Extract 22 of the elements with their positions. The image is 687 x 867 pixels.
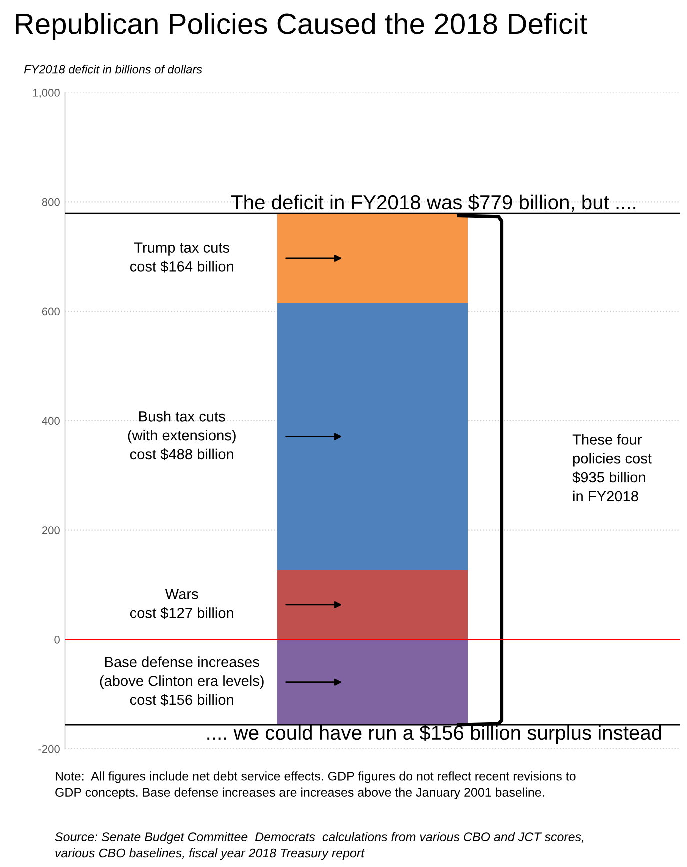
bar	[277, 640, 468, 726]
bar	[277, 303, 468, 570]
y-tick-label: -200	[38, 745, 60, 754]
y-tick-label: 400	[42, 417, 60, 426]
y-tick-label: 600	[42, 308, 60, 316]
annotation: These four policies cost $935 billion in FY2018	[572, 434, 652, 502]
text: Note: All figures include net debt service effects. GDP figures do not reflect recent revisions to GDP concepts. Base defense increases are increases above the January 2001 baseline.	[56, 772, 576, 800]
ref-line-label: .... we could have run a $156 billion surplus instead	[208, 725, 662, 744]
bar	[277, 570, 468, 640]
chart-subtitle: FY2018 deficit in billions of dollars	[24, 65, 202, 74]
annotation: Trump tax cuts cost $164 billion	[130, 242, 234, 273]
y-tick-label: 200	[42, 526, 60, 534]
annotation: Base defense increases (above Clinton era levels) cost $156 billion	[100, 656, 264, 706]
bar	[277, 214, 468, 304]
ref-line-label: The deficit in FY2018 was $779 billion, but ....	[231, 194, 636, 212]
annotation: Wars cost $127 billion	[130, 589, 234, 620]
y-tick-label: 1,000	[33, 89, 60, 98]
y-tick-label: 0	[54, 636, 60, 644]
annotation: Bush tax cuts (with extensions) cost $488 billion	[128, 411, 236, 460]
y-tick-label: 800	[42, 198, 60, 206]
chart-title: Republican Policies Caused the 2018 Deficit	[16, 13, 588, 40]
source-note: Source: Senate Budget Committee Democrats calculations from various CBO and JCT scores, various CBO baselines, fiscal year 2018 Treasury report	[55, 832, 584, 860]
